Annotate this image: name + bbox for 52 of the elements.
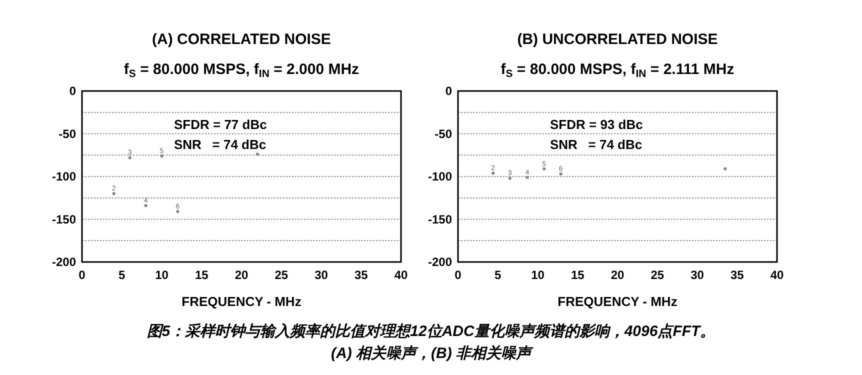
point	[724, 167, 727, 170]
point	[508, 176, 512, 180]
point	[491, 171, 495, 175]
annotation: SNR = 74 dBc	[174, 137, 266, 152]
annotation: SNR = 74 dBc	[550, 137, 642, 152]
y-tick-label: -50	[434, 126, 452, 141]
x-tick-label: 40	[770, 268, 784, 282]
x-tick-label: 20	[610, 268, 624, 282]
point	[526, 176, 529, 179]
x-axis-title: FREQUENCY - MHz	[558, 294, 678, 309]
point	[542, 167, 546, 170]
y-tick-label: -200	[52, 255, 76, 270]
x-tick-label: 0	[78, 268, 86, 282]
y-tick-label: -150	[52, 212, 76, 226]
annotation: SFDR = 77 dBc	[174, 117, 267, 132]
y-tick-label: -100	[52, 170, 76, 184]
x-tick-label: 25	[650, 268, 664, 282]
y-tick-label: -150	[428, 212, 452, 226]
x-tick-label: 25	[274, 268, 288, 282]
annotation: SFDR = 93 dBc	[550, 117, 643, 132]
y-tick-label: -100	[428, 170, 452, 184]
point	[144, 204, 148, 208]
chart-subtitle: f$_{S}$ = 80.000 MSPS, f$_{IN}$ = 2.111 MHz	[500, 61, 734, 80]
x-tick-label: 15	[570, 268, 585, 282]
y-tick-label: -50	[58, 126, 76, 141]
x-tick-label: 10	[531, 268, 545, 282]
y-tick-label: -200	[428, 255, 452, 270]
text: (A) 相关噪声，(B) 非相关噪声	[331, 345, 534, 362]
x-tick-label: 10	[155, 268, 169, 282]
chart-title: (A) CORRELATED NOISE	[152, 31, 331, 48]
x-tick-label: 35	[354, 268, 368, 282]
x-tick-label: 15	[194, 268, 209, 282]
point	[176, 210, 180, 214]
caption: 图5：采样时钟与输入频率的比值对理想12位ADC量化噪声频谱的影响，4096点FFT。	[146, 322, 716, 340]
x-tick-label: 20	[234, 268, 248, 282]
x-tick-label: 30	[690, 268, 704, 282]
point	[559, 172, 562, 176]
x-tick-label: 35	[730, 268, 744, 282]
x-tick-label: 30	[314, 268, 328, 282]
point	[160, 154, 164, 158]
chart-subtitle: f$_{S}$ = 80.000 MSPS, f$_{IN}$ = 2.000 MHz	[124, 61, 360, 80]
point	[112, 192, 116, 196]
x-tick-label: 0	[454, 268, 462, 282]
x-tick-label: 5	[494, 268, 502, 282]
x-tick-label: 40	[394, 268, 408, 282]
x-axis-title: FREQUENCY - MHz	[182, 294, 302, 309]
y-tick-label: 0	[69, 84, 76, 98]
chart-title: (B) UNCORRELATED NOISE	[517, 31, 718, 48]
x-tick-label: 5	[118, 268, 126, 282]
point	[256, 152, 260, 156]
point	[128, 156, 132, 160]
y-tick-label: 0	[445, 84, 452, 98]
